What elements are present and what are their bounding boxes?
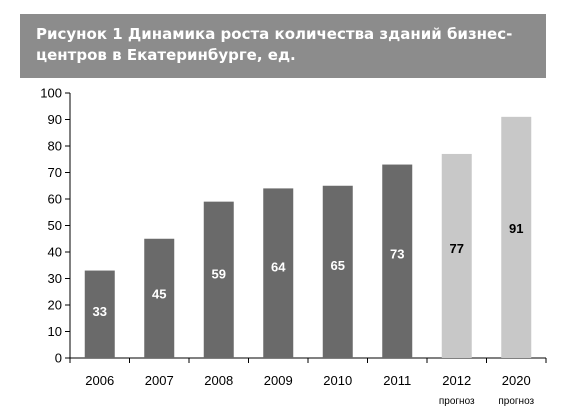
data-label-2011: 73 [390, 247, 404, 262]
y-tick-label: 50 [48, 218, 62, 233]
x-tick-label-2006: 2006 [85, 373, 114, 388]
x-tick-label-2009: 2009 [264, 373, 293, 388]
x-tick-label-2020: 2020 [502, 373, 531, 388]
bar-2008 [203, 201, 234, 358]
data-label-2009: 64 [271, 259, 286, 274]
y-tick-label: 30 [48, 271, 62, 286]
bar-2020 [501, 116, 532, 358]
chart-title: Рисунок 1 Динамика роста количества здан… [20, 14, 546, 78]
bar-2007 [144, 238, 175, 358]
data-label-2010: 65 [331, 258, 345, 273]
y-tick-label: 80 [48, 139, 62, 154]
bar-2012 [441, 153, 472, 358]
x-tick-note-2020: прогноз [498, 396, 534, 407]
x-tick-label-2011: 2011 [383, 373, 411, 388]
bar-2010 [322, 185, 353, 358]
data-label-2006: 33 [93, 304, 107, 319]
y-tick-label: 20 [48, 298, 62, 313]
y-tick-label: 0 [55, 351, 62, 366]
y-tick-label: 40 [48, 245, 62, 260]
data-label-2020: 91 [509, 221, 523, 236]
y-tick-label: 90 [48, 112, 62, 127]
x-tick-note-2012: прогноз [439, 396, 475, 407]
x-tick-label-2012: 2012 [442, 373, 471, 388]
x-tick-label-2007: 2007 [145, 373, 174, 388]
x-axis: 2006 2007 2008 2009 2010 2011 2012 прогноз 2020 п… [69, 357, 547, 407]
data-label-2007: 45 [152, 287, 166, 302]
y-tick-label: 100 [40, 86, 62, 101]
x-tick-label-2008: 2008 [204, 373, 233, 388]
bars: 33 45 59 64 65 73 77 91 [84, 116, 532, 358]
y-tick-label: 60 [48, 192, 62, 207]
y-tick-label: 10 [48, 324, 62, 339]
y-axis: 0 10 20 30 40 50 60 70 80 90 100 [40, 86, 71, 366]
bar-2011 [382, 164, 413, 358]
y-tick-label: 70 [48, 165, 62, 180]
bar-2009 [263, 188, 294, 358]
bar-2006 [84, 270, 115, 358]
data-label-2008: 59 [212, 267, 226, 282]
data-label-2012: 77 [450, 241, 464, 256]
x-tick-label-2010: 2010 [323, 373, 352, 388]
